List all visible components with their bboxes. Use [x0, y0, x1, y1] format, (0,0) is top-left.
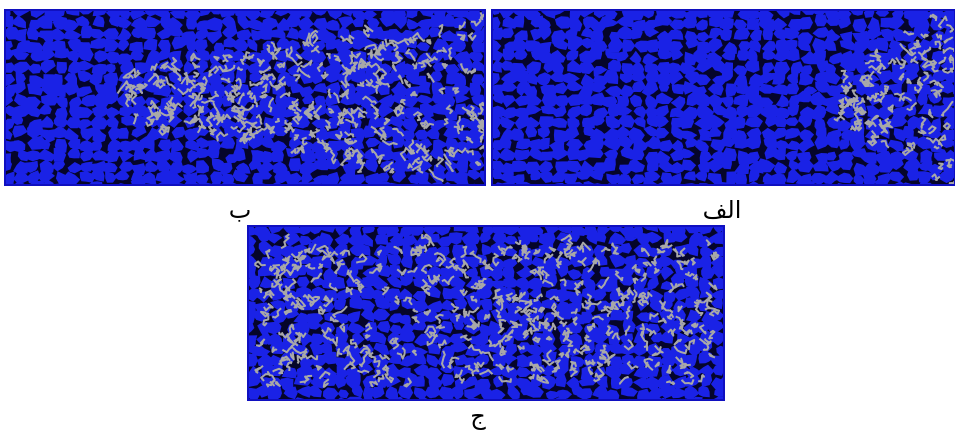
panel-border [247, 225, 725, 401]
grain-cells [5, 10, 485, 185]
panel-label: ج [470, 402, 486, 430]
panel-label: ب [229, 196, 252, 224]
panel-border [4, 9, 486, 186]
grain-cells [492, 10, 955, 185]
panel-border [491, 9, 955, 186]
invasion-paths [116, 11, 486, 183]
panel-alef [491, 9, 955, 186]
panel-b [4, 9, 486, 186]
invasion-paths [833, 13, 955, 185]
invasion-paths [254, 233, 720, 389]
panel-jim [247, 225, 725, 401]
panel-label: الف [703, 196, 742, 224]
